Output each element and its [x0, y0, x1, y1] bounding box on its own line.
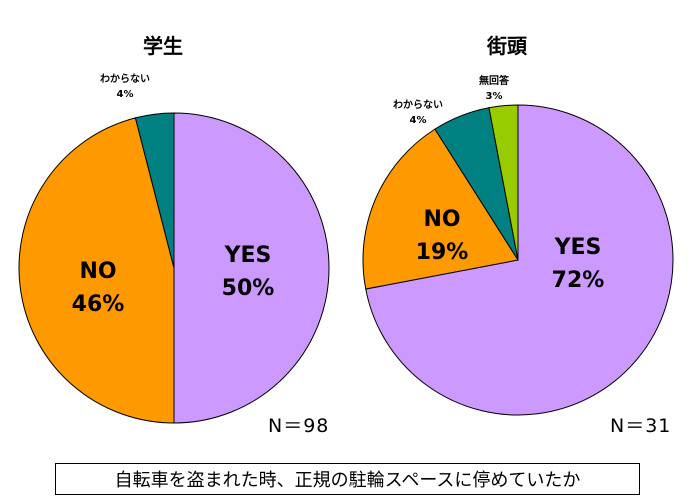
sample-size-label: N＝98: [268, 415, 329, 437]
slice-percent-label: 72%: [552, 268, 605, 293]
chart-students: 学生 YES 50% NO 46% わからない 4% N＝98: [18, 34, 330, 437]
slice-label: わからない: [393, 99, 443, 111]
slice-label: YES: [224, 243, 272, 268]
sample-size-label: N＝31: [610, 415, 671, 437]
slice-percent-label: 46%: [72, 292, 125, 317]
pie-slice-yes: [365, 104, 674, 416]
slices-students: [18, 112, 330, 424]
pie-slice-no-answer: [488, 104, 519, 261]
slice-percent-label: 19%: [416, 240, 469, 265]
slice-percent-label: 4%: [117, 89, 134, 100]
pie-slice-no: [362, 128, 519, 290]
pie-slice-yes: [173, 112, 330, 424]
slice-label: YES: [554, 235, 602, 260]
chart-title: 学生: [143, 34, 183, 58]
slice-label: NO: [79, 259, 116, 284]
slice-percent-label: 50%: [222, 276, 275, 301]
slice-label: わからない: [100, 73, 150, 85]
slice-label: NO: [423, 207, 460, 232]
caption: 自転車を盗まれた時、正規の駐輪スペースに停めていたか: [55, 463, 640, 495]
slice-percent-label: 4%: [410, 115, 427, 126]
pie-slice-unknown: [134, 112, 175, 269]
slice-label: 無回答: [479, 74, 510, 87]
pie-slice-no: [18, 117, 175, 424]
labels-students: YES 50% NO 46% わからない 4%: [72, 73, 275, 317]
chart-title: 街頭: [486, 34, 528, 58]
slice-percent-label: 3%: [486, 91, 503, 102]
slices-street: [362, 104, 674, 416]
labels-street: YES 72% NO 19% わからない 4% 無回答 3%: [393, 74, 604, 293]
chart-street: 街頭 YES 72% NO 19% わからない 4% 無回答 3% N＝31: [362, 34, 674, 437]
